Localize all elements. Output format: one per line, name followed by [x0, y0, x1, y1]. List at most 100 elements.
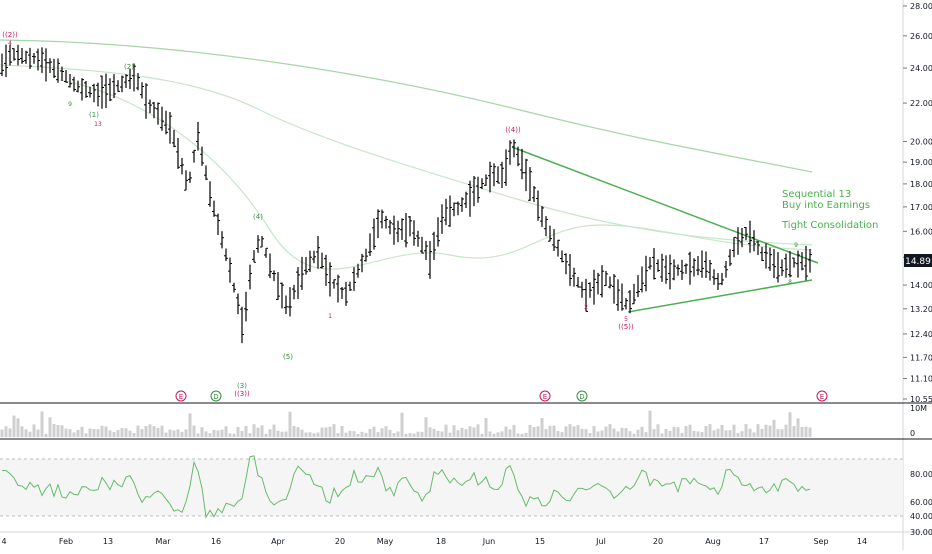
time-tick-label: 4 [1, 537, 6, 546]
volume-bar [716, 428, 720, 437]
volume-bar [436, 430, 440, 437]
volume-bar [476, 424, 480, 437]
volume-bar [672, 426, 676, 437]
volume-bar [772, 419, 776, 437]
wave-label: (4) [253, 213, 263, 221]
volume-bar [384, 426, 388, 437]
volume-bar [392, 433, 396, 437]
volume-bar [720, 424, 724, 437]
volume-bar [300, 429, 304, 437]
volume-bar [116, 430, 120, 437]
volume-bar [232, 433, 236, 437]
price-tick-label: 26.00 [910, 32, 932, 41]
volume-bar [628, 431, 632, 437]
volume-bar [656, 424, 660, 437]
wave-label: (2) [124, 63, 134, 71]
volume-bar [128, 430, 132, 437]
volume-bar [92, 429, 96, 437]
annotation-tight: Tight Consolidation [781, 220, 878, 231]
time-tick-label: 14 [857, 537, 867, 546]
volume-bar [88, 428, 92, 437]
support-trendline[interactable] [627, 279, 813, 313]
time-tick-label: 15 [535, 537, 545, 546]
price-tick-label: 11.70 [910, 353, 932, 362]
volume-bar [740, 431, 744, 437]
volume-bar [596, 431, 600, 437]
volume-bar [48, 417, 52, 437]
volume-bar [692, 430, 696, 437]
price-tick-label: 28.00 [910, 2, 932, 11]
time-tick-label: Aug [705, 537, 721, 546]
event-marker [816, 390, 828, 402]
volume-bar [24, 429, 28, 437]
volume-bar [20, 426, 24, 437]
volume-bar [196, 433, 200, 437]
volume-bar [176, 429, 180, 437]
volume-bar [228, 433, 232, 437]
ohlc-bars [0, 44, 812, 344]
volume-bar [332, 424, 336, 437]
volume-bar [276, 430, 280, 437]
volume-bar [744, 424, 748, 437]
volume-bar [72, 432, 76, 437]
volume-bar [100, 425, 104, 437]
time-tick-label: 16 [211, 537, 221, 546]
volume-bar [728, 430, 732, 437]
time-tick-label: May [377, 537, 394, 546]
price-tick-label: 12.40 [910, 330, 932, 339]
volume-bar [580, 428, 584, 437]
volume-bar [192, 425, 196, 437]
volume-bar [536, 426, 540, 437]
wave-label: ((3)) [234, 390, 250, 398]
volume-bar [180, 431, 184, 437]
volume-bar [36, 429, 40, 437]
time-tick-label: Mar [155, 537, 171, 546]
last-price-tag [904, 254, 932, 267]
volume-bar [420, 431, 424, 437]
volume-tick-label: 10M [910, 404, 927, 413]
volume-bar [348, 430, 352, 437]
volume-bar [544, 428, 548, 437]
volume-bar [292, 425, 296, 437]
volume-bar [732, 424, 736, 437]
volume-bar [264, 433, 268, 437]
volume-bar [696, 431, 700, 437]
volume-bar [404, 433, 408, 437]
volume-bar [224, 426, 228, 437]
time-tick-label: 18 [436, 537, 446, 546]
volume-bar [548, 425, 552, 437]
volume-bar [592, 426, 596, 437]
volume-bar [416, 431, 420, 437]
volume-bar [280, 431, 284, 437]
volume-bar [248, 433, 252, 437]
volume-bar [28, 431, 32, 437]
resistance-trendline[interactable] [511, 146, 819, 264]
volume-bar [604, 426, 608, 437]
volume-bar [660, 433, 664, 437]
volume-bar [40, 411, 44, 437]
time-axis-ticks: 4 Feb 13 Mar 16 Apr 20 May 18 Jun 15 Jul 20 Aug 17 Sep 1… [1, 537, 867, 546]
rsi-tick-label: 60.00 [910, 498, 932, 507]
volume-bar [320, 427, 324, 437]
volume-bar [76, 429, 80, 437]
event-marker [175, 390, 187, 402]
volume-bar [664, 429, 668, 437]
volume-bar [792, 426, 796, 437]
price-tick-label: 10.55 [910, 395, 932, 404]
count-label: 9 [794, 242, 798, 249]
volume-bar [704, 425, 708, 437]
wave-label: (1) [89, 111, 99, 119]
volume-bar [636, 429, 640, 437]
volume-bar [784, 424, 788, 437]
volume-bar [440, 431, 444, 437]
volume-bar [208, 433, 212, 437]
event-marker [210, 390, 222, 402]
volume-bar [724, 430, 728, 437]
volume-bar [344, 432, 348, 437]
volume-bar [0, 429, 4, 437]
volume-bar [272, 424, 276, 437]
volume-bar [620, 427, 624, 437]
volume-bar [764, 424, 768, 437]
